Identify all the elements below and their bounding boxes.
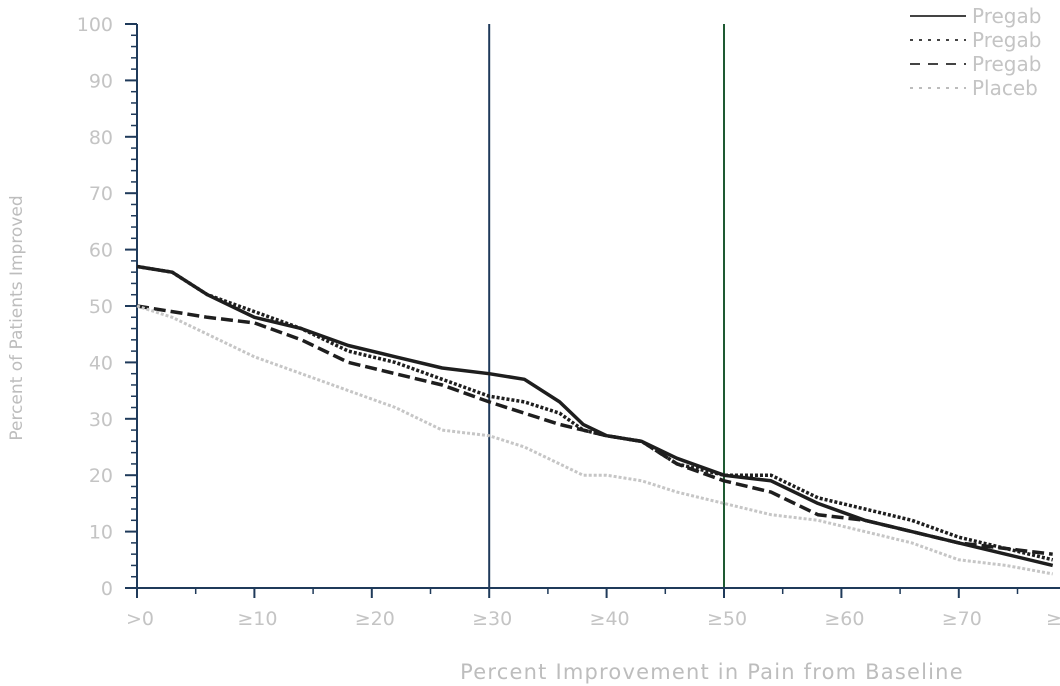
- y-tick-label: 30: [89, 409, 113, 431]
- y-tick-label: 0: [101, 578, 113, 600]
- series-line-2: [136, 264, 1054, 562]
- y-axis-title: Percent of Patients Improved: [7, 195, 27, 440]
- y-tick-label: 80: [89, 127, 113, 149]
- y-tick-label: 100: [77, 14, 113, 36]
- x-tick-label: ≥70: [942, 608, 982, 630]
- y-tick-label: 50: [89, 296, 113, 318]
- reference-lines: [488, 24, 725, 588]
- x-tick-label: ≥60: [824, 608, 864, 630]
- y-ticks: 0 10 20 30 40 50 60 70 80 90 100: [77, 14, 137, 600]
- legend-label: Pregab: [972, 28, 1041, 52]
- y-tick-label: 40: [89, 352, 113, 374]
- axes: [136, 24, 1060, 589]
- x-tick-label: ≥20: [355, 608, 395, 630]
- x-tick-label: ≥40: [590, 608, 630, 630]
- x-tick-label: ≥50: [707, 608, 747, 630]
- x-tick-label: ≥30: [472, 608, 512, 630]
- legend-label: Placeb: [972, 76, 1038, 100]
- x-axis-title: Percent Improvement in Pain from Baselin…: [460, 660, 964, 684]
- legend-label: Pregab: [972, 4, 1041, 28]
- legend-label: Pregab: [972, 52, 1041, 76]
- y-tick-label: 10: [89, 522, 113, 544]
- y-tick-label: 60: [89, 240, 113, 262]
- series-line-1: [136, 264, 1054, 568]
- series-lines: [136, 264, 1054, 576]
- series-line-3: [136, 304, 1053, 556]
- x-tick-label: ≥10: [237, 608, 277, 630]
- y-tick-label: 70: [89, 183, 113, 205]
- x-ticks: >0 ≥10 ≥20 ≥30 ≥40 ≥50 ≥60 ≥70 ≥: [126, 588, 1060, 630]
- x-tick-label: ≥: [1046, 608, 1060, 630]
- x-tick-label: >0: [126, 608, 154, 630]
- y-tick-label: 20: [89, 465, 113, 487]
- y-tick-label: 90: [89, 70, 113, 92]
- series-line-4: [136, 304, 1053, 576]
